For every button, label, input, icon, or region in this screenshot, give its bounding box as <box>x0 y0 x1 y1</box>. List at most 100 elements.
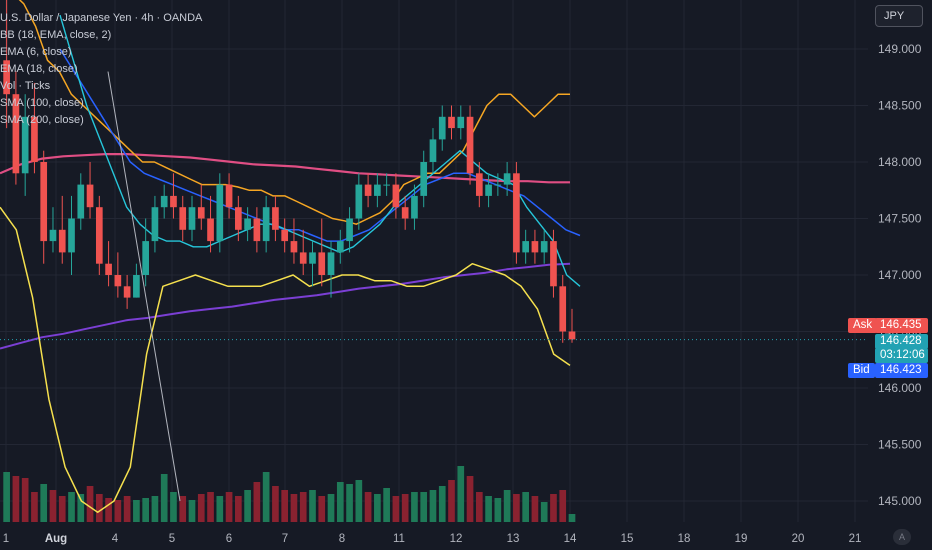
candle <box>160 195 168 208</box>
candle <box>244 218 251 230</box>
y-tick-label: 147.000 <box>878 268 922 282</box>
bid-price-tag: 146.423 <box>875 363 928 378</box>
candle <box>503 173 511 185</box>
candle <box>262 207 270 242</box>
volume-bar <box>31 492 38 522</box>
volume-bar <box>235 496 242 522</box>
candle <box>253 218 261 242</box>
volume-bar <box>105 498 112 522</box>
volume-bar <box>49 490 57 522</box>
candle <box>355 184 363 219</box>
candle <box>105 263 112 275</box>
candle <box>49 229 57 242</box>
candle <box>568 331 576 340</box>
candle <box>457 116 465 129</box>
volume-bar <box>327 494 335 522</box>
bar-countdown: 03:12:06 <box>875 348 928 363</box>
volume-bar <box>68 492 75 522</box>
candle <box>123 286 131 298</box>
bb-upper-line <box>18 0 570 225</box>
volume-bar <box>475 492 483 522</box>
volume-bar <box>151 496 159 522</box>
candle <box>429 139 437 162</box>
y-tick-label: 147.500 <box>878 212 922 226</box>
volume-bar <box>346 484 353 522</box>
candle <box>531 241 539 253</box>
volume-bar <box>114 500 122 522</box>
x-tick-label: 20 <box>792 533 805 545</box>
volume-bar <box>299 492 307 522</box>
candle <box>411 195 418 219</box>
candle <box>392 184 400 208</box>
candle <box>346 218 353 242</box>
x-tick-label: 15 <box>621 533 634 545</box>
candle <box>179 207 187 230</box>
candle <box>12 94 20 174</box>
y-tick-label: 149.000 <box>878 42 922 56</box>
volume-bar <box>568 514 576 522</box>
volume-bar <box>559 490 567 522</box>
candle <box>216 184 224 242</box>
volume-bar <box>550 494 557 522</box>
candle <box>374 184 381 196</box>
candle <box>197 207 205 219</box>
sma100-line <box>0 153 570 184</box>
y-tick-label: 148.500 <box>878 99 922 113</box>
bb-lower-line <box>0 206 571 514</box>
volume-bar <box>77 494 85 522</box>
ema18-line <box>59 48 581 242</box>
auto-scale-button[interactable]: A <box>893 529 911 545</box>
candle <box>188 207 196 230</box>
candle <box>383 184 390 186</box>
x-tick-label: Aug <box>45 533 67 545</box>
volume-bar <box>188 500 196 522</box>
volume-bar <box>531 496 539 522</box>
volume-bar <box>401 494 409 522</box>
x-tick-label: 11 <box>393 533 405 545</box>
candle <box>133 275 140 298</box>
volume-bar <box>411 492 418 522</box>
x-tick-label: 19 <box>735 533 748 545</box>
y-tick-label: 146.000 <box>878 381 922 395</box>
volume-bar <box>290 494 298 522</box>
candle <box>448 116 455 129</box>
volume-bar <box>383 488 390 522</box>
volume-bar <box>513 494 520 522</box>
y-tick-label: 148.000 <box>878 155 922 169</box>
volume-bar <box>86 486 94 522</box>
candle <box>77 184 85 219</box>
x-tick-label: 12 <box>450 533 463 545</box>
trend-line <box>107 71 181 502</box>
candle <box>336 241 344 253</box>
volume-bar <box>253 482 261 522</box>
volume-bar <box>494 498 502 522</box>
volume-bar <box>272 486 279 522</box>
x-tick-label: 14 <box>564 533 577 545</box>
volume-bar <box>429 490 437 522</box>
candle <box>299 252 307 264</box>
volume-bar <box>457 466 465 522</box>
ask-price-tag: 146.435 <box>875 318 928 333</box>
volume-bar <box>216 496 224 522</box>
candle <box>466 116 474 174</box>
candle <box>207 218 214 242</box>
candle <box>559 286 567 332</box>
x-tick-label: 4 <box>112 533 119 545</box>
currency-button[interactable]: JPY <box>875 5 923 27</box>
volume-bar <box>58 496 66 522</box>
volume-bar <box>133 500 140 522</box>
volume-bar <box>160 474 168 522</box>
volume-bar <box>12 476 20 522</box>
candle <box>438 116 446 140</box>
bid-label: Bid <box>848 363 875 378</box>
volume-bar <box>438 486 446 522</box>
candle <box>31 116 38 162</box>
volume-bar <box>179 496 187 522</box>
candle <box>151 207 159 242</box>
ema6-line <box>59 14 581 287</box>
candle <box>550 241 557 287</box>
candle <box>58 229 66 253</box>
candle <box>475 173 483 196</box>
volume-bar <box>95 494 103 522</box>
